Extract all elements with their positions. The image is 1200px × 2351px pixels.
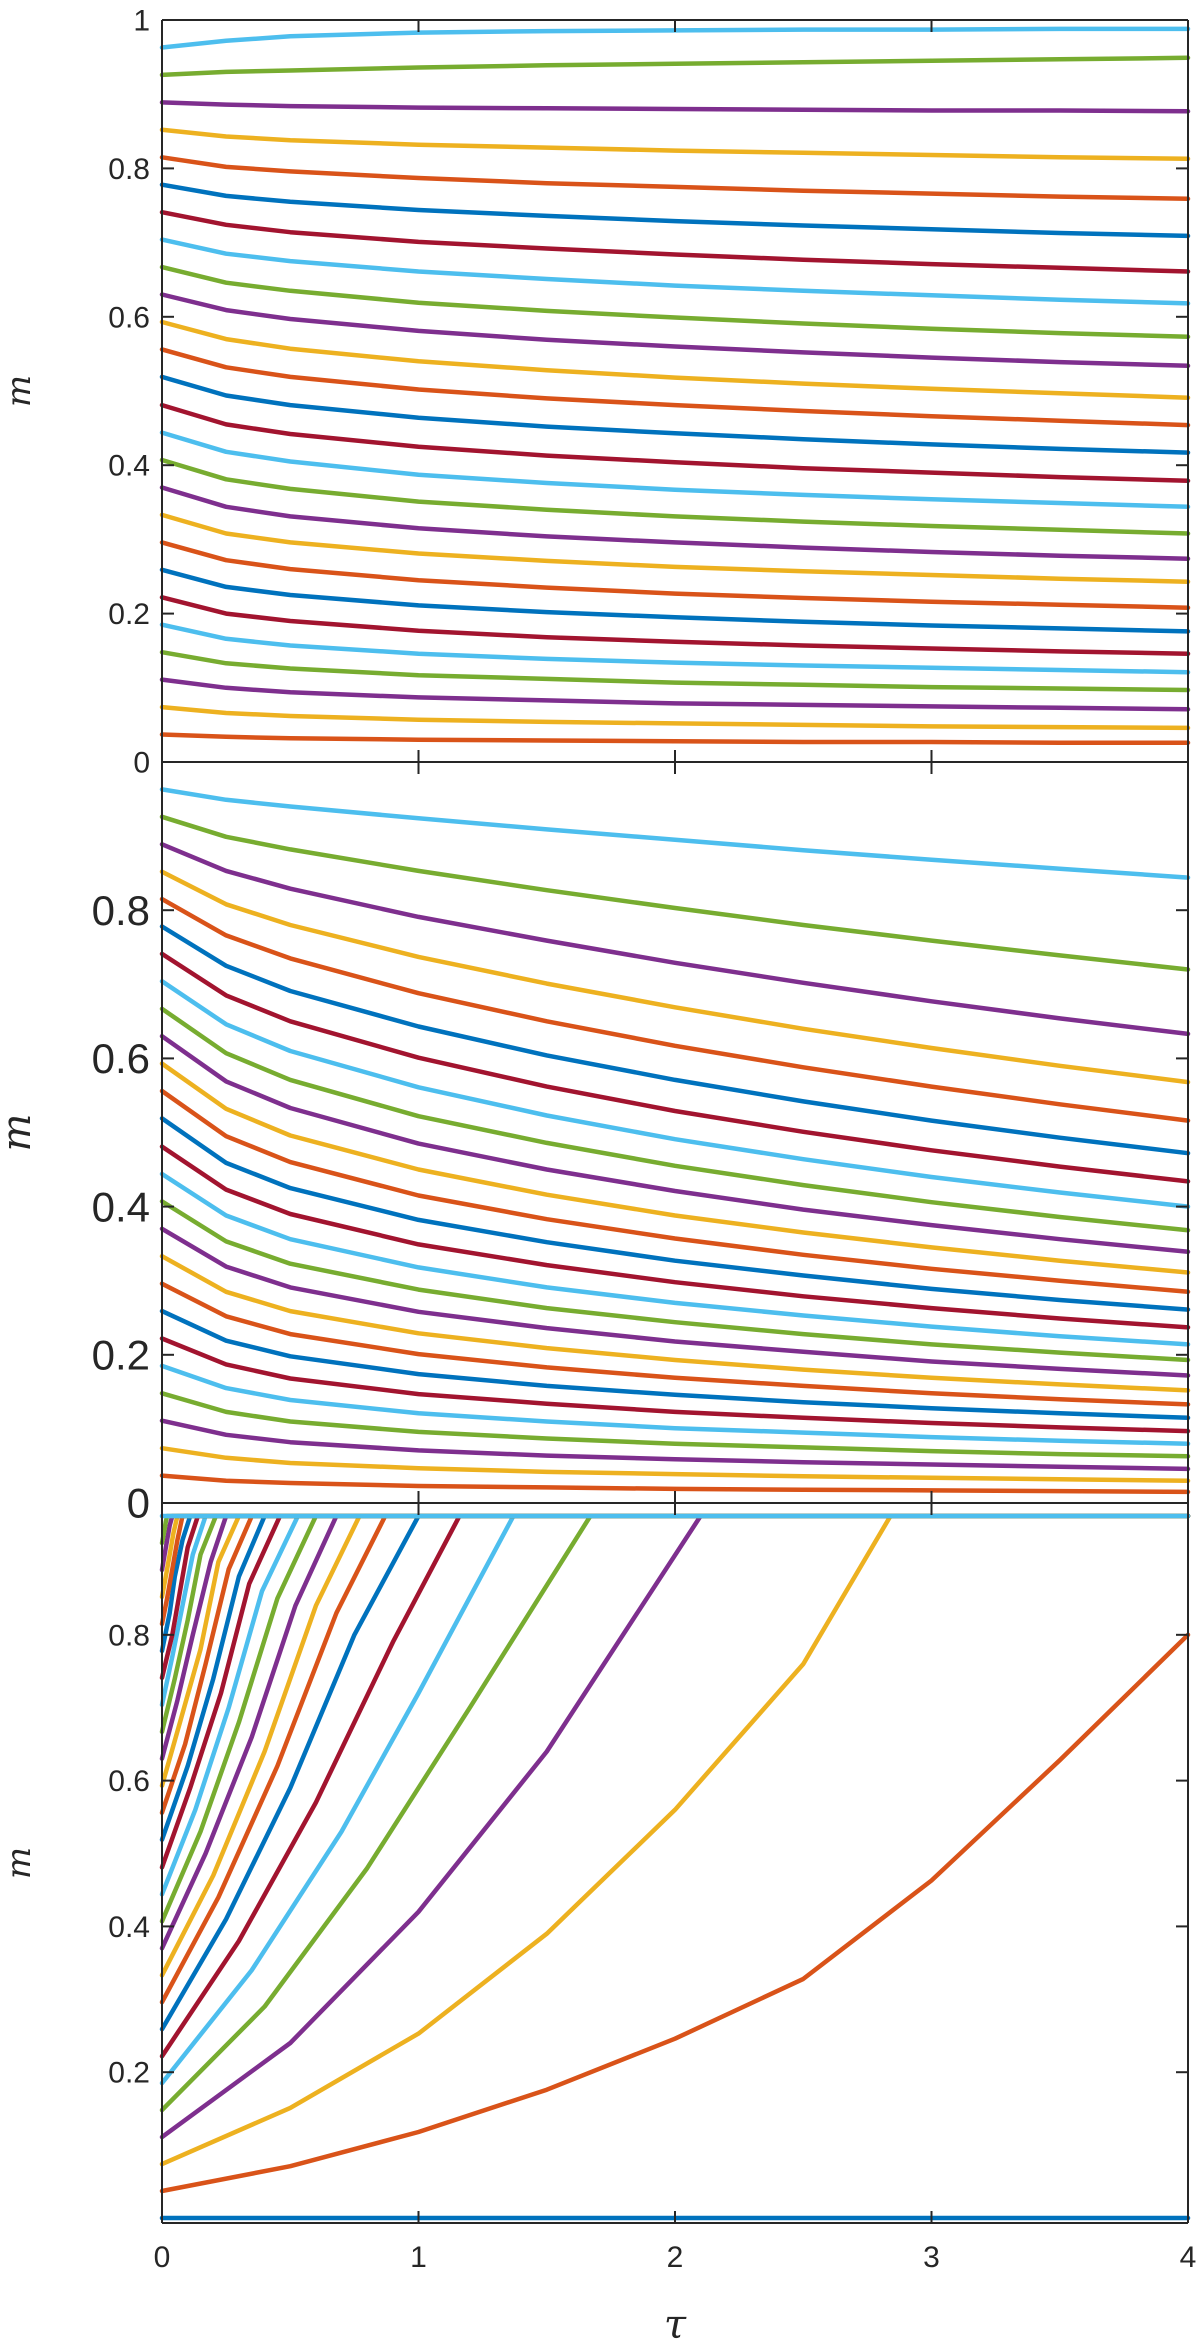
panel-middle-series-line xyxy=(159,1336,1191,1434)
panel-middle-series-line xyxy=(159,787,1191,880)
panel-bottom-x-tick-label: 4 xyxy=(1180,2241,1197,2274)
panel-middle-series-line xyxy=(159,1144,1191,1330)
panel-middle-series-line xyxy=(159,1171,1191,1347)
panel-top-series-line xyxy=(159,26,1191,50)
panel-middle-series-line xyxy=(159,1088,1191,1295)
panel-middle-series-line xyxy=(159,1473,1191,1495)
panel-middle-series-line xyxy=(159,869,1191,1085)
panel-bottom-y-tick-label: 0.2 xyxy=(108,2057,150,2090)
panel-top-y-tick-label: 0.2 xyxy=(108,598,150,631)
panel-top-series-line xyxy=(159,732,1191,745)
panel-top-y-axis-label: m xyxy=(0,375,39,407)
panel-top-series-line xyxy=(159,485,1191,561)
panel-middle-series-line xyxy=(159,1226,1191,1378)
panel-top-y-tick-label: 1 xyxy=(133,5,150,38)
panel-middle-series-line xyxy=(159,1253,1191,1393)
panel-top-series-line xyxy=(159,540,1191,610)
panel-middle-series-line xyxy=(159,1418,1191,1472)
panel-middle-series-line xyxy=(159,842,1191,1037)
panel-top-series-line xyxy=(159,704,1191,731)
panel-middle-series-line xyxy=(159,979,1191,1209)
panel-middle-series-line xyxy=(159,1445,1191,1484)
panel-middle-y-tick-label: 0.8 xyxy=(92,887,150,934)
panel-top-series-line xyxy=(159,567,1191,634)
panel-top-series-line xyxy=(159,209,1191,274)
panel-top-series-line xyxy=(159,402,1191,484)
panel-middle-series-line xyxy=(159,1391,1191,1459)
panel-top-series-line xyxy=(159,677,1191,712)
panel-bottom-y-tick-label: 0.8 xyxy=(108,1619,150,1652)
panel-top-series-line xyxy=(159,155,1191,202)
panel-middle-y-tick-label: 0.6 xyxy=(92,1035,150,1082)
panel-bottom-x-tick-label: 3 xyxy=(923,2241,940,2274)
panel-top-series-line xyxy=(159,127,1191,162)
panel-middle-series-line xyxy=(159,1363,1191,1446)
panel-bottom-y-tick-label: 0.6 xyxy=(108,1765,150,1798)
panel-bottom-series-line xyxy=(159,1513,1191,2167)
panel-top-y-tick-label: 0.8 xyxy=(108,153,150,186)
panel-bottom-series-line xyxy=(159,1513,1191,1681)
panel-middle-series-line xyxy=(159,924,1191,1156)
panel-bottom-y-tick-label: 0.4 xyxy=(108,1911,150,1944)
panel-top-y-tick-label: 0.4 xyxy=(108,450,150,483)
panel-bottom-series-line xyxy=(159,1513,1191,1735)
panel-bottom-x-tick-label: 2 xyxy=(667,2241,684,2274)
panel-bottom-series-line xyxy=(159,1513,1191,1978)
panel-middle-series-line xyxy=(159,814,1191,972)
panel-top-series-line xyxy=(159,100,1191,114)
panel-middle-series-line xyxy=(159,1281,1191,1407)
panel-top-series-line xyxy=(159,292,1191,369)
panel-middle-series-line xyxy=(159,1116,1191,1312)
panel-middle-series-line xyxy=(159,951,1191,1184)
panel-top-series-line xyxy=(159,347,1191,428)
panel-top-series-line xyxy=(159,319,1191,400)
panel-top-series-line xyxy=(159,264,1191,340)
panel-bottom-y-axis-label: m xyxy=(0,1847,39,1879)
panel-top-y-tick-label: 0 xyxy=(133,747,150,780)
panel-middle-y-tick-label: 0.4 xyxy=(92,1183,150,1230)
panel-bottom-series-line xyxy=(159,1513,1191,1897)
panel-bottom-series-line xyxy=(159,1632,1191,2194)
panel-bottom-series-line xyxy=(159,1513,1191,1924)
panel-top-series-line xyxy=(159,512,1191,584)
panel-middle-series-line xyxy=(159,1006,1191,1233)
panel-top-y-tick-label: 0.6 xyxy=(108,301,150,334)
panel-top-series-line xyxy=(159,649,1191,693)
panel-middle-series-line xyxy=(159,1033,1191,1255)
panel-middle-y-tick-label: 0.2 xyxy=(92,1332,150,1379)
panel-top-series-line xyxy=(159,457,1191,536)
panel-middle-y-axis-label: m xyxy=(0,1114,40,1152)
panel-bottom-x-tick-label: 1 xyxy=(410,2241,427,2274)
panel-middle-series-line xyxy=(159,896,1191,1123)
panel-bottom-series-line xyxy=(159,1513,1191,2005)
panel-bottom-series-line xyxy=(159,1513,1191,1654)
panel-top-series-line xyxy=(159,237,1191,306)
panel-bottom-series-line xyxy=(159,1513,1191,2032)
panel-top-series-line xyxy=(159,430,1191,510)
panel-middle-series-line xyxy=(159,1199,1191,1363)
panel-bottom-x-tick-label: 0 xyxy=(154,2241,171,2274)
panel-middle-series-line xyxy=(159,1061,1191,1275)
panel-middle-y-tick-label: 0 xyxy=(127,1480,150,1527)
panel-bottom-series-line xyxy=(159,1513,1191,1870)
panel-top-series-line xyxy=(159,374,1191,455)
panel-bottom-x-axis-label: τ xyxy=(664,2302,687,2348)
panel-top-series-line xyxy=(159,55,1191,78)
panel-top-series-line xyxy=(159,622,1191,675)
panel-middle-series-line xyxy=(159,1308,1191,1421)
panel-top-series-line xyxy=(159,182,1191,239)
panel-top-series-line xyxy=(159,595,1191,656)
